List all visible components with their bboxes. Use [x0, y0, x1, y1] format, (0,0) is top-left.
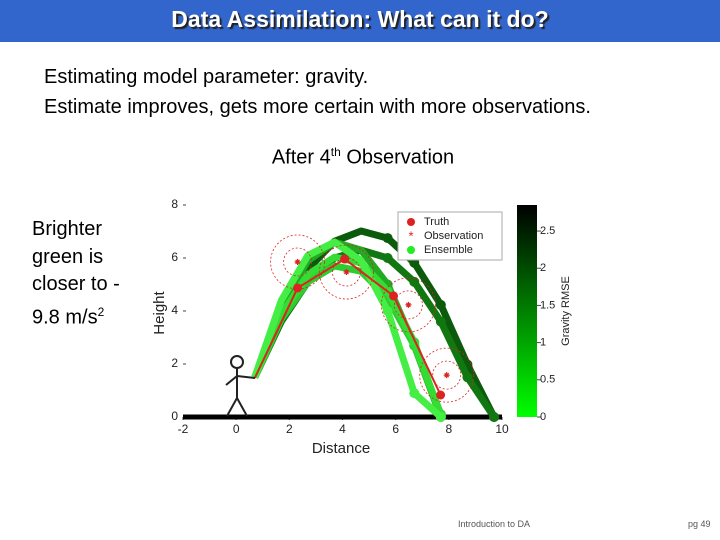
truth-point — [340, 254, 350, 264]
ensemble-line — [251, 238, 444, 420]
legend-swatch: * — [408, 228, 413, 243]
observation-point — [443, 372, 450, 379]
obs-uncertainty — [381, 277, 436, 333]
ensemble-point — [409, 388, 420, 399]
ensemble-point — [382, 253, 393, 263]
truth-point — [436, 390, 446, 400]
ensemble-point — [435, 316, 446, 327]
y-tick-label: 2 — [171, 356, 178, 370]
header-bar: Data Assimilation: What can it do? — [0, 0, 720, 42]
x-tick-label: 2 — [286, 422, 293, 436]
thrower-figure — [225, 355, 256, 417]
side-line: Brighter — [32, 218, 103, 240]
truth-point — [389, 291, 399, 301]
legend-label: Observation — [424, 230, 483, 242]
figure-caption: After 4th Observation — [0, 145, 720, 170]
y-tick-label: 8 — [171, 197, 178, 211]
obs-uncertainty — [319, 244, 374, 300]
truth-point — [293, 283, 303, 293]
colorbar-tick-label: 0 — [540, 411, 546, 423]
x-axis-label: Distance — [312, 440, 370, 457]
ensemble-point — [489, 412, 500, 422]
caption-sup: th — [330, 145, 341, 159]
observation-point — [343, 269, 350, 276]
footer-page: pg 49 — [688, 519, 711, 529]
x-tick-label: 8 — [445, 422, 452, 436]
ensemble-point — [382, 306, 393, 316]
footer-left: Introduction to DA — [458, 519, 531, 529]
colorbar-tick-label: 0.5 — [540, 374, 555, 386]
colorbar-tick-label: 1.5 — [540, 299, 555, 311]
side-note: Brighter green is closer to - 9.8 m/s2 — [32, 216, 120, 332]
colorbar — [517, 205, 537, 417]
x-tick-label: -2 — [178, 422, 189, 436]
observation-point — [294, 258, 301, 265]
y-tick-label: 0 — [171, 409, 178, 423]
y-tick-label: 4 — [171, 303, 178, 317]
ensemble-point — [409, 276, 420, 287]
ensemble-point — [382, 233, 393, 244]
y-tick-label: 6 — [171, 250, 178, 264]
body-line: Estimate improves, gets more certain wit… — [44, 96, 591, 118]
legend-label: Ensemble — [424, 244, 473, 256]
obs-uncertainty — [419, 347, 475, 403]
side-line: green is — [32, 245, 104, 268]
obs-uncertainty — [394, 290, 423, 320]
caption-text: After 4 — [271, 146, 331, 169]
obs-uncertainty — [432, 360, 462, 390]
colorbar-tick-label: 2 — [540, 262, 546, 274]
side-line: 9.8 m/s2 — [32, 299, 120, 332]
body-line: Estimating model parameter: gravity. — [44, 66, 369, 88]
side-line: closer to - — [32, 273, 120, 295]
x-tick-label: 4 — [339, 422, 346, 436]
legend: Truth * Observation Ensemble — [397, 211, 503, 261]
colorbar-tick-label: 2.5 — [540, 225, 555, 237]
side-sup: 2 — [97, 304, 105, 319]
x-tick-label: 0 — [233, 422, 240, 436]
legend-label: Truth — [424, 216, 449, 228]
y-axis-label: Height — [151, 290, 168, 334]
x-tick-label: 10 — [495, 422, 509, 436]
observation-point — [405, 301, 412, 308]
ensemble-point — [435, 412, 446, 422]
ensemble-point — [435, 299, 446, 310]
colorbar-tick-label: 1 — [540, 337, 546, 349]
legend-swatch — [407, 218, 415, 226]
ensemble-point — [462, 372, 473, 383]
legend-box — [397, 211, 503, 261]
legend-swatch — [407, 246, 415, 254]
slide-title: Data Assimilation: What can it do? — [171, 6, 549, 32]
colorbar-label: Gravity RMSE — [560, 276, 572, 346]
obs-uncertainty — [283, 247, 312, 277]
obs-uncertainty — [270, 234, 325, 290]
side-text: 9.8 m/s — [32, 306, 98, 329]
x-tick-label: 6 — [392, 422, 399, 436]
caption-text: Observation — [340, 146, 455, 169]
